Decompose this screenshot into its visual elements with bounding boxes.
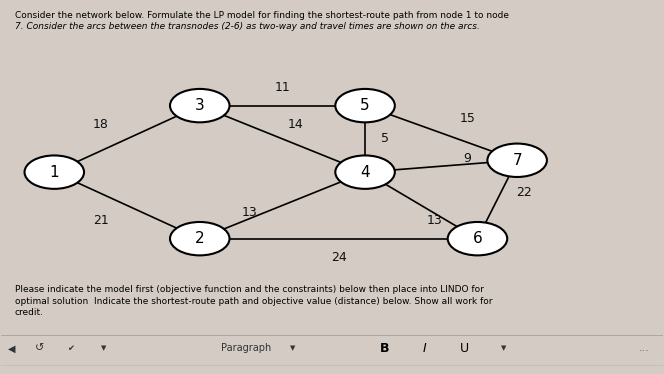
Text: 21: 21 [93,214,108,227]
Circle shape [25,156,84,189]
Text: ✔: ✔ [68,344,74,353]
Text: 7: 7 [513,153,522,168]
Text: Paragraph: Paragraph [221,343,271,353]
Text: 24: 24 [331,251,347,264]
Circle shape [487,144,547,177]
Text: Consider the network below. Formulate the LP model for finding the shortest-rout: Consider the network below. Formulate th… [15,11,509,20]
Text: ▼: ▼ [100,346,106,352]
Text: 1: 1 [50,165,59,180]
Circle shape [170,89,230,122]
Text: optimal solution  Indicate the shortest-route path and objective value (distance: optimal solution Indicate the shortest-r… [15,297,492,306]
Text: B: B [380,342,390,355]
Text: 2: 2 [195,231,205,246]
Text: 6: 6 [473,231,482,246]
Text: Please indicate the model first (objective function and the constraints) below t: Please indicate the model first (objecti… [15,285,483,294]
Text: 18: 18 [93,117,108,131]
Text: ↺: ↺ [35,343,44,353]
Text: ...: ... [639,343,649,353]
Circle shape [335,89,395,122]
Text: 22: 22 [516,186,532,199]
Text: 14: 14 [288,117,303,131]
Text: 13: 13 [242,206,257,219]
Circle shape [448,222,507,255]
Text: credit.: credit. [15,308,44,317]
Text: 3: 3 [195,98,205,113]
Text: 7. Consider the arcs between the transnodes (2-6) as two-way and travel times ar: 7. Consider the arcs between the transno… [15,22,479,31]
Text: 5: 5 [361,98,370,113]
Text: I: I [423,342,426,355]
Text: U: U [459,342,469,355]
Text: ▼: ▼ [501,346,507,352]
Text: 9: 9 [463,152,471,165]
Text: 13: 13 [426,214,442,227]
Text: 5: 5 [381,132,389,145]
Text: ▼: ▼ [290,346,295,352]
Text: ◀: ◀ [8,343,15,353]
Text: 15: 15 [459,111,475,125]
Circle shape [335,156,395,189]
Text: 4: 4 [361,165,370,180]
Circle shape [170,222,230,255]
Text: 11: 11 [274,80,290,94]
